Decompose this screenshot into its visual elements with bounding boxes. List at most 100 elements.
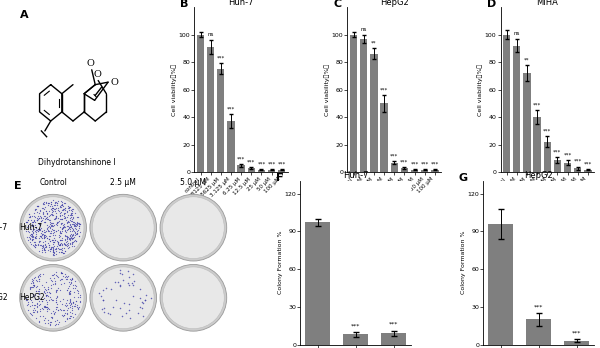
Point (62, 302, 71, 307)
Point (42, 235, 52, 241)
Point (68, 282, 77, 288)
Point (60, 227, 70, 232)
Point (29, 219, 38, 224)
Point (55, 287, 65, 293)
Point (50, 216, 60, 222)
Point (65, 289, 74, 294)
Point (38, 235, 47, 241)
Point (35, 222, 44, 228)
Point (64, 205, 73, 211)
Point (55, 204, 64, 209)
Point (34, 229, 43, 234)
Point (65, 226, 75, 231)
Point (116, 282, 125, 288)
Point (34, 226, 43, 232)
Point (31, 208, 40, 213)
Point (56, 249, 66, 255)
Point (47, 205, 56, 211)
Point (25, 232, 35, 237)
Point (47, 310, 56, 316)
Point (35, 208, 44, 213)
Point (33, 226, 43, 231)
Point (30, 234, 40, 240)
Point (66, 313, 76, 318)
Point (38, 211, 48, 216)
Point (35, 226, 44, 232)
Point (60, 243, 70, 248)
Point (73, 214, 83, 219)
Point (40, 234, 50, 240)
Bar (533, 117, 541, 172)
Point (28, 219, 37, 225)
Point (40, 249, 49, 255)
Text: Huh-7: Huh-7 (0, 223, 7, 232)
Point (43, 228, 53, 234)
Point (67, 219, 76, 224)
Point (59, 214, 69, 219)
Point (46, 199, 55, 205)
Point (67, 212, 77, 218)
Point (41, 229, 51, 234)
Point (72, 222, 82, 228)
Point (53, 239, 62, 245)
Text: E: E (14, 181, 22, 191)
Point (60, 229, 70, 234)
Point (34, 227, 44, 232)
Point (28, 233, 38, 238)
Point (47, 209, 57, 215)
Point (68, 242, 77, 247)
Point (41, 208, 50, 214)
Point (37, 299, 47, 304)
Text: D: D (487, 0, 496, 9)
Point (68, 299, 77, 304)
Point (50, 203, 59, 208)
Point (35, 238, 44, 244)
Point (41, 208, 50, 214)
Point (49, 271, 59, 277)
Point (55, 242, 65, 248)
Point (56, 237, 66, 243)
Bar (391, 163, 398, 172)
Point (57, 216, 67, 222)
Point (41, 199, 51, 205)
Point (50, 237, 60, 243)
Point (28, 234, 38, 240)
Text: A: A (20, 10, 29, 20)
Point (58, 207, 67, 213)
Text: ***: *** (400, 160, 409, 165)
Point (43, 247, 53, 253)
Point (68, 236, 77, 241)
Point (66, 212, 76, 217)
Point (48, 248, 58, 254)
Point (71, 238, 80, 244)
Point (58, 207, 68, 213)
Point (46, 199, 56, 205)
Point (68, 305, 77, 310)
Point (23, 302, 32, 308)
Point (42, 225, 52, 231)
Point (36, 297, 46, 302)
Point (64, 236, 74, 242)
Point (34, 221, 44, 227)
Ellipse shape (20, 264, 86, 331)
Point (98, 297, 107, 303)
Point (34, 286, 44, 292)
Point (33, 275, 43, 280)
Point (25, 236, 35, 241)
Point (43, 293, 53, 298)
Point (37, 244, 47, 249)
Point (56, 230, 65, 236)
Point (40, 232, 50, 238)
Point (54, 319, 64, 325)
Point (22, 224, 32, 229)
Point (29, 210, 38, 215)
Point (31, 292, 40, 298)
Point (43, 211, 52, 216)
Point (62, 236, 72, 242)
Point (34, 221, 44, 227)
Point (37, 233, 47, 238)
Point (34, 288, 44, 294)
Point (66, 235, 76, 241)
Point (35, 234, 45, 239)
Point (65, 288, 74, 293)
